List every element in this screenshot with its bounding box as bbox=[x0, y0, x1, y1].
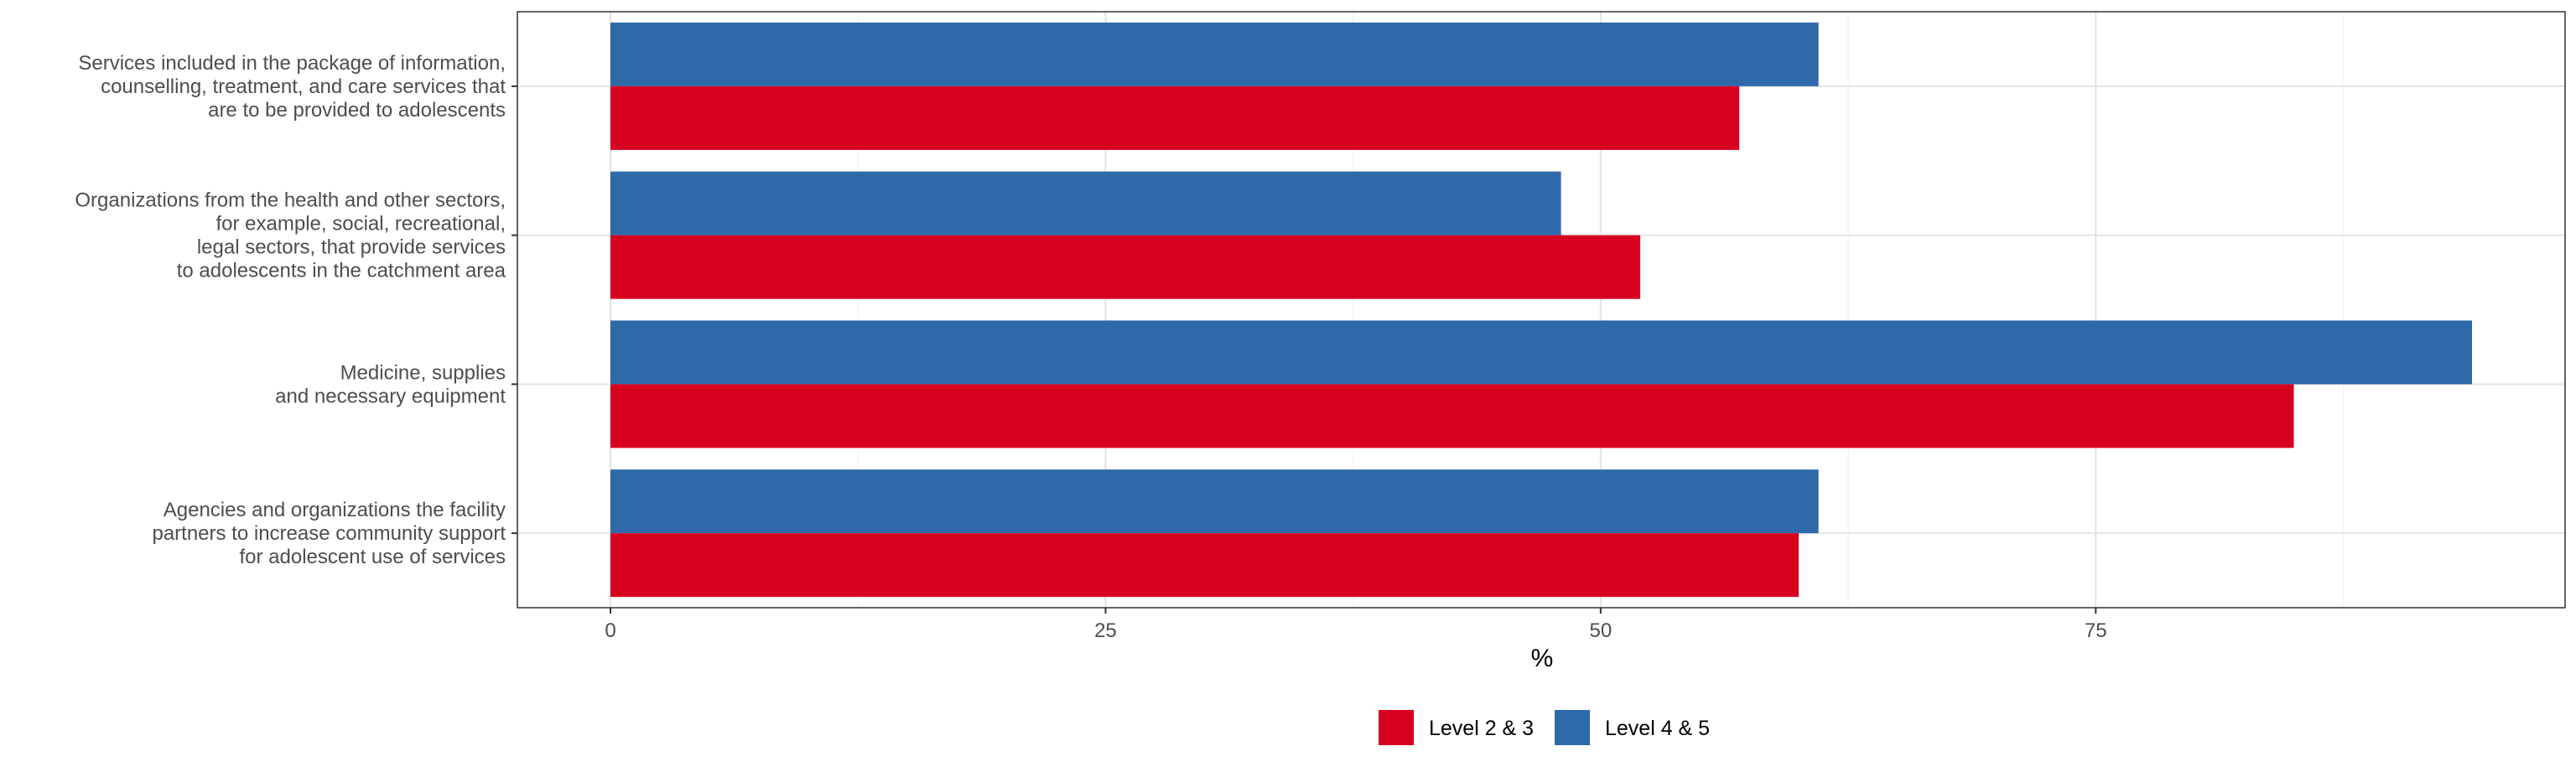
category-label-line: to adolescents in the catchment area bbox=[177, 260, 506, 282]
category-label-line: Medicine, supplies bbox=[340, 361, 506, 384]
category-label-line: and necessary equipment bbox=[275, 385, 506, 407]
legend-swatch bbox=[1379, 710, 1414, 745]
legend: Level 2 & 3 Level 4 & 5 bbox=[1379, 710, 1710, 745]
bar bbox=[610, 235, 1641, 299]
category-label-line: Services included in the package of info… bbox=[78, 52, 506, 75]
bar bbox=[610, 320, 2472, 385]
bars bbox=[610, 22, 2472, 598]
x-tick-label: 25 bbox=[1094, 619, 1117, 642]
x-axis-title: % bbox=[1531, 645, 1554, 672]
legend-label: Level 2 & 3 bbox=[1429, 717, 1534, 740]
bar bbox=[610, 22, 1819, 86]
category-label-line: for example, social, recreational, bbox=[216, 213, 506, 236]
category-label-line: legal sectors, that provide services bbox=[197, 236, 506, 259]
x-tick-label: 0 bbox=[605, 619, 615, 642]
category-label: Organizations from the health and other … bbox=[75, 189, 506, 282]
category-label: Medicine, supplies and necessary equipmen… bbox=[275, 361, 506, 407]
bar bbox=[610, 85, 1740, 150]
category-label: Agencies and organizations the facility p… bbox=[152, 499, 506, 568]
legend-label: Level 4 & 5 bbox=[1605, 717, 1710, 740]
legend-swatch bbox=[1555, 710, 1590, 745]
category-label-line: Agencies and organizations the facility bbox=[164, 499, 506, 521]
x-axis: 0 25 50 75 bbox=[605, 608, 2107, 642]
category-label: Services included in the package of info… bbox=[78, 52, 506, 122]
x-tick-label: 75 bbox=[2085, 619, 2107, 642]
category-label-line: partners to increase community support bbox=[152, 522, 506, 545]
y-axis: Services included in the package of info… bbox=[75, 52, 517, 568]
category-label-line: are to be provided to adolescents bbox=[208, 99, 506, 122]
bar bbox=[610, 533, 1800, 598]
panel-border bbox=[517, 11, 2566, 609]
category-label-line: for adolescent use of services bbox=[240, 546, 506, 568]
category-label-line: Organizations from the health and other … bbox=[75, 189, 506, 212]
bar bbox=[610, 384, 2294, 448]
x-tick-label: 50 bbox=[1589, 619, 1612, 642]
category-label-line: counselling, treatment, and care service… bbox=[101, 75, 506, 98]
bar bbox=[610, 171, 1561, 236]
bar bbox=[610, 469, 1819, 534]
